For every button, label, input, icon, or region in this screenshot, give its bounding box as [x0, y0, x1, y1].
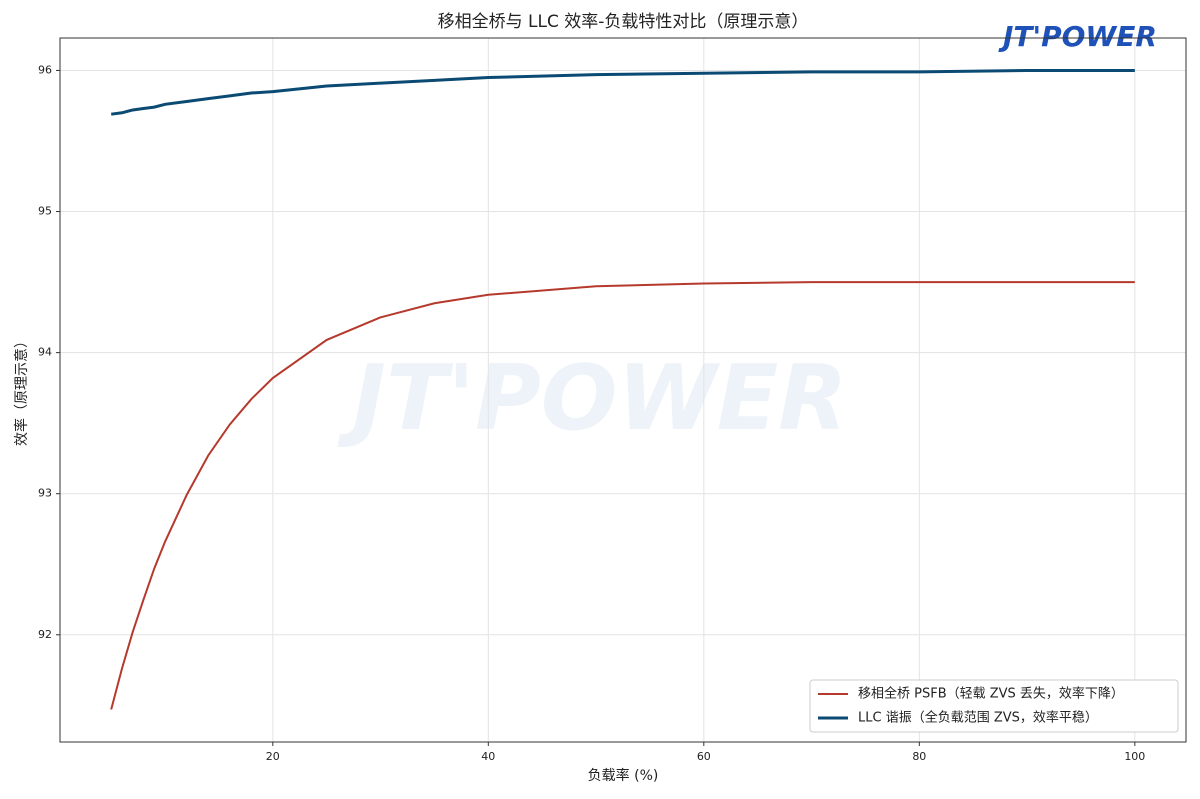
y-tick-label: 93: [38, 487, 52, 500]
legend-box: [809, 679, 1179, 733]
y-tick-label: 96: [38, 63, 52, 76]
x-tick-label: 60: [697, 750, 711, 763]
y-tick-label: 94: [38, 346, 52, 359]
y-tick-label: 95: [38, 205, 52, 218]
x-tick-label: 40: [481, 750, 495, 763]
watermark: JT'POWER: [338, 346, 848, 451]
x-axis-label: 负载率 (%): [588, 767, 659, 784]
logo: JT'POWER: [998, 20, 1157, 53]
x-tick-label: 20: [266, 750, 280, 763]
y-tick-label: 92: [38, 628, 52, 641]
chart-title: 移相全桥与 LLC 效率-负载特性对比（原理示意）: [438, 12, 809, 32]
series-line: [110, 281, 1135, 710]
plot-frame: [59, 37, 1187, 743]
legend: 移相全桥 PSFB（轻载 ZVS 丢失，效率下降） LLC 谐振（全负载范围 ZV…: [809, 679, 1179, 733]
y-axis-label: 效率（原理示意）: [13, 334, 30, 446]
series-line: [110, 68, 1135, 116]
legend-label: LLC 谐振（全负载范围 ZVS，效率平稳）: [858, 710, 1098, 726]
x-tick-label: 80: [912, 750, 926, 763]
x-tick-label: 100: [1124, 750, 1145, 763]
legend-label: 移相全桥 PSFB（轻载 ZVS 丢失，效率下降）: [858, 686, 1124, 702]
